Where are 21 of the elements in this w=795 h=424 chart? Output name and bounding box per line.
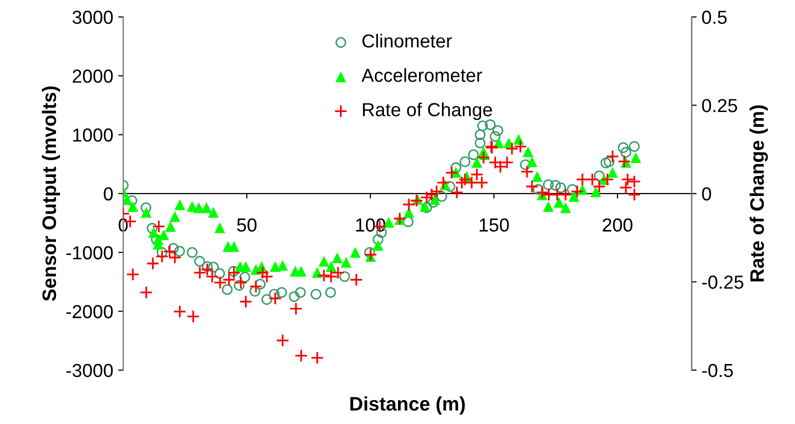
y-axis-title: Sensor Output (mvolts) <box>42 86 60 302</box>
legend-label: Rate of Change <box>362 102 492 120</box>
y-tick-label: -2000 <box>66 304 113 318</box>
x-axis-title: Distance (m) <box>350 396 465 415</box>
y-tick-label: 1000 <box>73 128 113 142</box>
y2-tick-label: 0.5 <box>702 10 727 24</box>
x-tick-label: 50 <box>237 218 256 232</box>
y-tick-label: 0 <box>104 187 113 201</box>
y2-tick-label: 0 <box>702 187 712 201</box>
y2-tick-label: 0.25 <box>702 98 738 112</box>
legend-label: Accelerometer <box>361 68 482 82</box>
x-tick-label: 200 <box>602 218 632 232</box>
y2-tick-label: -0.5 <box>702 364 733 378</box>
y-tick-label: 2000 <box>72 70 113 83</box>
x-tick-label: 150 <box>480 218 509 232</box>
legend-label: Clinometer <box>362 34 452 48</box>
y2-tick-label: -0.25 <box>702 276 744 289</box>
y-tick-label: -3000 <box>66 364 113 378</box>
y-tick-label: -1000 <box>66 246 113 260</box>
y2-axis-title: Rate of Change (m) <box>750 105 768 282</box>
y-tick-label: 3000 <box>72 10 113 24</box>
